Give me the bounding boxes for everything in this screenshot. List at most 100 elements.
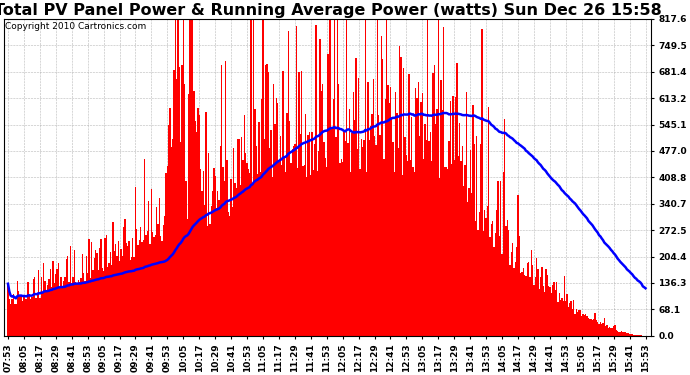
Bar [417,82,419,336]
Bar [110,252,111,336]
Bar [341,159,342,336]
Bar [566,294,568,336]
Bar [592,320,593,336]
Bar [493,247,495,336]
Bar [518,195,519,336]
Bar [455,97,456,336]
Bar [28,294,30,336]
Bar [397,113,398,336]
Bar [164,216,166,336]
Bar [123,227,124,336]
Bar [362,147,363,336]
Bar [351,132,353,336]
Bar [167,165,168,336]
Bar [153,237,155,336]
Bar [633,334,634,336]
Bar [242,160,244,336]
Bar [169,108,170,336]
Bar [630,334,631,336]
Bar [136,230,137,336]
Bar [512,243,513,336]
Bar [457,156,459,336]
Bar [219,200,220,336]
Bar [299,134,301,336]
Bar [100,239,101,336]
Bar [43,263,44,336]
Bar [406,154,407,336]
Title: Total PV Panel Power & Running Average Power (watts) Sun Dec 26 15:58: Total PV Panel Power & Running Average P… [0,3,661,18]
Bar [172,139,173,336]
Bar [186,219,188,336]
Bar [292,149,293,336]
Bar [77,284,78,336]
Bar [190,19,192,336]
Bar [230,179,232,336]
Bar [333,99,334,336]
Bar [415,88,416,336]
Bar [430,132,431,336]
Bar [346,19,347,336]
Bar [374,136,375,336]
Bar [262,19,264,336]
Bar [504,119,505,336]
Bar [261,99,262,336]
Bar [499,236,500,336]
Bar [577,312,578,336]
Bar [565,301,566,336]
Bar [378,114,380,336]
Bar [244,116,245,336]
Bar [130,260,131,336]
Bar [106,235,107,336]
Bar [285,172,286,336]
Bar [150,189,152,336]
Bar [522,268,524,336]
Bar [146,235,147,336]
Bar [604,318,605,336]
Bar [447,169,448,336]
Bar [515,262,516,336]
Bar [27,282,28,336]
Bar [215,176,216,336]
Bar [407,161,408,336]
Bar [330,19,331,336]
Bar [161,241,163,336]
Bar [451,164,452,336]
Bar [71,283,72,336]
Bar [558,293,560,336]
Bar [607,325,608,336]
Bar [84,280,86,336]
Bar [282,72,284,336]
Bar [561,298,562,336]
Bar [277,103,278,336]
Bar [47,285,48,336]
Bar [506,220,508,336]
Bar [555,290,556,336]
Bar [608,328,609,336]
Bar [188,94,189,336]
Bar [404,137,406,336]
Bar [179,67,180,336]
Bar [132,238,133,336]
Bar [443,27,444,336]
Bar [634,334,635,336]
Bar [74,250,75,336]
Bar [589,319,591,336]
Bar [313,170,314,336]
Bar [464,165,466,336]
Bar [573,300,575,336]
Bar [444,167,446,336]
Bar [483,231,484,336]
Bar [147,231,148,336]
Bar [571,301,572,336]
Bar [298,72,299,336]
Bar [200,169,201,336]
Bar [586,316,588,336]
Bar [528,262,529,336]
Bar [220,146,221,336]
Bar [37,294,38,336]
Bar [94,258,95,336]
Bar [347,143,348,336]
Bar [588,318,589,336]
Bar [88,239,90,336]
Bar [456,63,457,336]
